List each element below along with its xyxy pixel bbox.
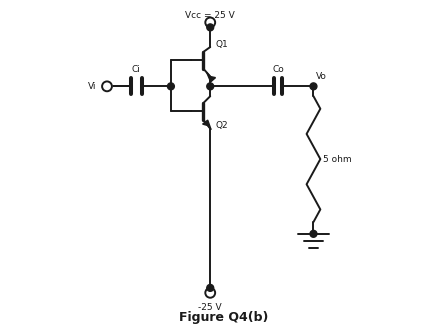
- Text: Vo: Vo: [316, 72, 327, 82]
- Circle shape: [207, 83, 214, 90]
- Circle shape: [310, 83, 317, 90]
- Polygon shape: [207, 73, 215, 82]
- Text: Vi: Vi: [88, 82, 96, 91]
- Circle shape: [207, 284, 214, 291]
- Text: -25 V: -25 V: [198, 303, 222, 312]
- Text: Co: Co: [272, 65, 284, 74]
- Circle shape: [205, 288, 215, 298]
- Circle shape: [205, 17, 215, 27]
- Text: Vcc = 25 V: Vcc = 25 V: [185, 12, 235, 20]
- Text: Q2: Q2: [215, 121, 228, 130]
- Text: Q1: Q1: [215, 40, 228, 49]
- Circle shape: [102, 82, 112, 91]
- Circle shape: [168, 83, 174, 90]
- Polygon shape: [202, 120, 211, 130]
- Circle shape: [310, 230, 317, 237]
- Circle shape: [207, 24, 214, 31]
- Text: 5 ohm: 5 ohm: [323, 154, 352, 164]
- Text: Figure Q4(b): Figure Q4(b): [179, 311, 269, 324]
- Text: Ci: Ci: [131, 65, 140, 74]
